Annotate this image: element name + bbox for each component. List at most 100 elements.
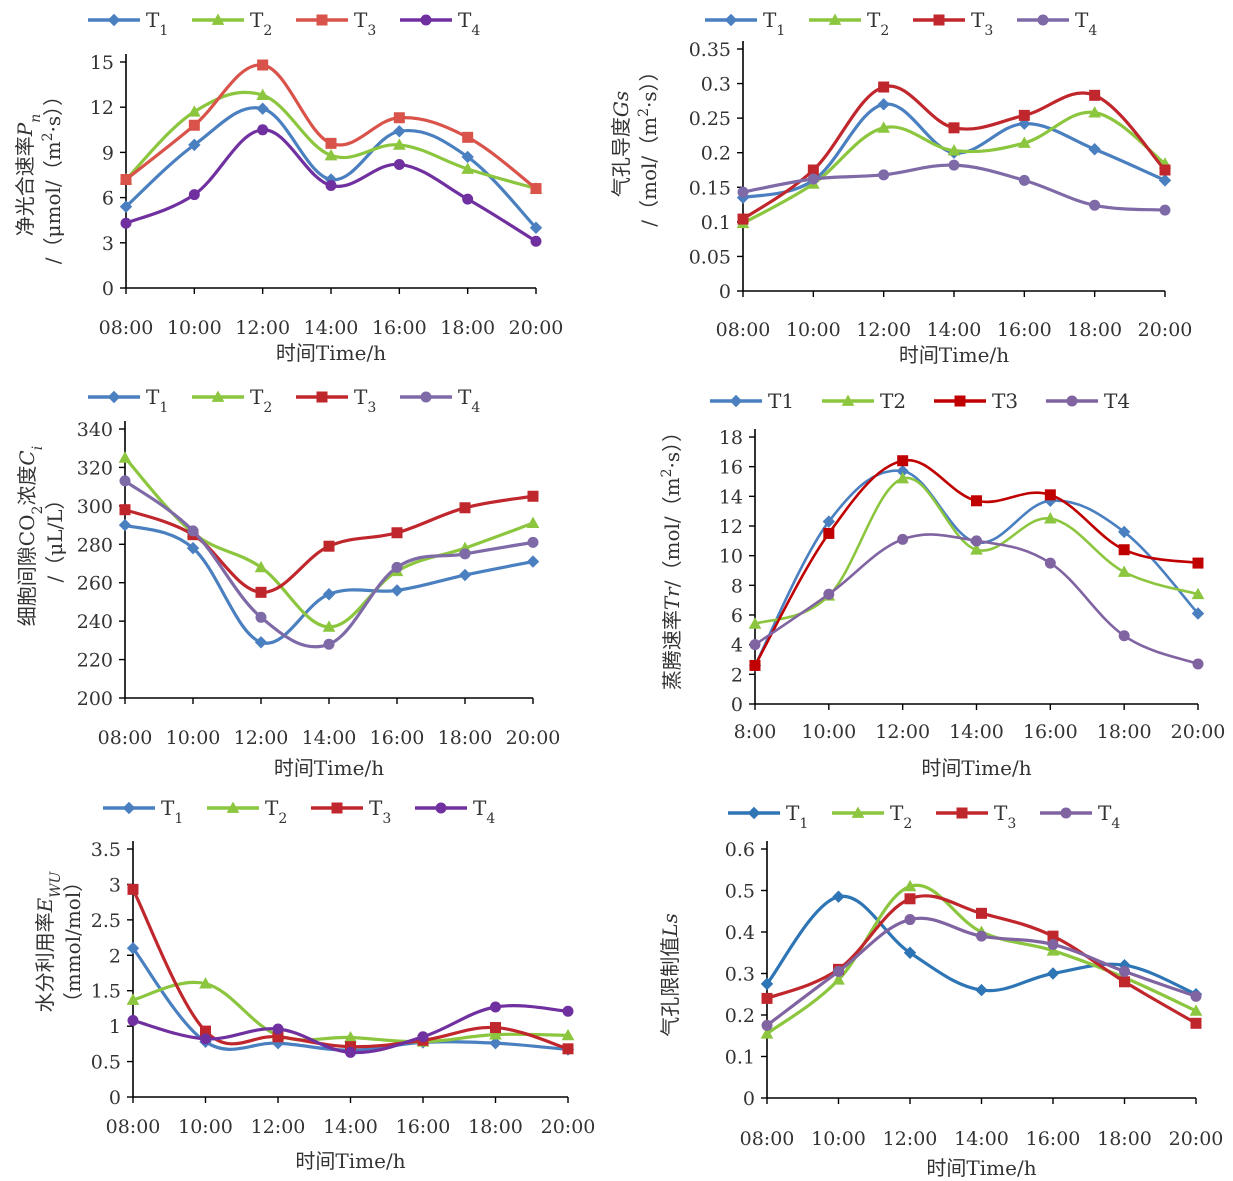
data-point [199, 977, 212, 989]
legend: T1 T2 T3 T4 [88, 8, 480, 39]
data-point [461, 162, 475, 174]
legend: T1 T2 T3 T4 [88, 385, 480, 416]
ylabel-part: C [15, 450, 39, 465]
legend-label: T1 [768, 389, 794, 413]
ylabel-part: 2 [659, 468, 675, 477]
y-tick-label: 260 [77, 573, 113, 595]
ylabel-part: ·s）） [660, 422, 684, 469]
legend-label: T2 [880, 389, 906, 413]
data-point [458, 568, 472, 582]
legend-label: T3 [992, 389, 1018, 413]
data-point [120, 217, 132, 229]
x-tick-label: 08:00 [740, 1128, 795, 1150]
data-point [461, 150, 474, 164]
series-t4 [119, 475, 539, 650]
series-t4 [127, 1001, 574, 1058]
y-axis-title-line: 净光合速率Pn [13, 114, 44, 237]
data-point [127, 1014, 139, 1026]
data-point [1191, 587, 1205, 600]
x-tick-label: 10:00 [801, 721, 856, 743]
legend-label-main: T3 [992, 389, 1018, 413]
y-tick-label: 1 [109, 1016, 121, 1038]
legend-label-main: T [971, 8, 985, 32]
y-tick-label: 0.5 [91, 1052, 121, 1074]
legend-label-main: T [146, 385, 160, 409]
series-line [753, 458, 1200, 667]
legend-label-main: T4 [1104, 389, 1130, 413]
legend-label: T4 [473, 796, 495, 827]
y-tick-label: 320 [77, 457, 113, 479]
ylabel-part: P [13, 122, 37, 137]
legend-label-sub: 4 [471, 400, 480, 416]
x-tick-label: 08:00 [99, 317, 154, 339]
data-point [530, 235, 542, 247]
y-tick-label: 3.5 [91, 839, 121, 861]
data-point [1158, 174, 1172, 187]
data-point [878, 169, 890, 181]
data-point [118, 518, 132, 532]
y-tick-label: 10 [719, 546, 743, 568]
y-axis-title-line: 气孔限制值Ls [658, 913, 682, 1037]
legend-swatch-marker [1037, 14, 1049, 26]
chart-panel-2: 0 0.05 0.1 0.15 0.2 0.25 0.3 0.35 08:00 10:00 12:0… [609, 8, 1192, 367]
series-t4 [737, 159, 1171, 216]
legend-label: T4 [1104, 389, 1130, 413]
legend: T1 T2 T3 T4 [103, 796, 495, 827]
legend-label-main: T [250, 8, 264, 32]
data-point [527, 490, 539, 502]
y-tick-label: 340 [77, 419, 113, 441]
data-point [1046, 944, 1060, 956]
x-tick-label: 18:00 [1097, 1128, 1152, 1150]
legend-label-sub: 2 [903, 816, 912, 832]
data-point [1018, 174, 1030, 186]
data-point [947, 144, 961, 156]
data-point [1044, 557, 1056, 569]
y-tick-label: 0 [102, 278, 114, 300]
y-tick-label: 2 [109, 945, 121, 967]
legend-label: T1 [146, 8, 168, 39]
y-axis-title-line: 细胞间隙CO2浓度Ci [15, 446, 46, 626]
data-point [390, 584, 404, 597]
legend-label-main: T [763, 8, 777, 32]
legend-label-main: T [369, 796, 383, 820]
x-axis-title: 时间Time/h [295, 1149, 405, 1173]
legend-label: T4 [1098, 801, 1120, 832]
ylabel-part: 2 [40, 132, 56, 141]
legend-swatch-marker [420, 391, 432, 403]
series-t3 [127, 883, 574, 1055]
y-tick-label: 0 [731, 694, 743, 716]
y-axis-title-line: 水分利用率EWU [33, 870, 64, 1012]
x-tick-label: 10:00 [786, 319, 841, 341]
ylabel-part: /（μL/L） [43, 489, 67, 582]
data-point [1043, 512, 1057, 524]
x-tick-label: 16:00 [997, 319, 1052, 341]
data-point [1018, 109, 1030, 121]
y-tick-label: 6 [731, 605, 743, 627]
legend-label: T3 [354, 385, 376, 416]
legend-swatch-marker [724, 13, 738, 27]
ylabel-part: 细胞间隙CO [15, 515, 39, 627]
data-point [391, 561, 403, 573]
data-point [971, 495, 982, 507]
x-axis-title: 时间Time/h [274, 756, 384, 780]
legend-label-sub: 4 [471, 23, 480, 39]
data-point [325, 137, 337, 149]
legend-swatch-marker [841, 394, 855, 406]
data-point [188, 138, 201, 152]
legend-label-sub: 4 [1088, 23, 1097, 39]
legend-label-sub: 1 [159, 23, 168, 39]
legend-label-main: T [458, 8, 472, 32]
y-tick-label: 0.1 [701, 212, 731, 234]
legend: T1 T2 T3 T4 [710, 389, 1130, 413]
series-t3 [737, 81, 1171, 225]
legend-swatch-marker [107, 390, 121, 404]
chart-panel-5: 0 0.5 1 1.5 2 2.5 3 3.5 08:00 10:00 12:00 14:00 16:0… [33, 796, 595, 1173]
legend-label-main: T [354, 8, 368, 32]
data-point [1018, 117, 1031, 130]
legend-swatch-marker [420, 14, 432, 26]
data-point [1190, 990, 1202, 1002]
x-tick-label: 16:00 [372, 317, 427, 339]
data-point [393, 112, 405, 124]
x-tick-label: 16:00 [370, 727, 425, 749]
data-point [832, 890, 845, 903]
